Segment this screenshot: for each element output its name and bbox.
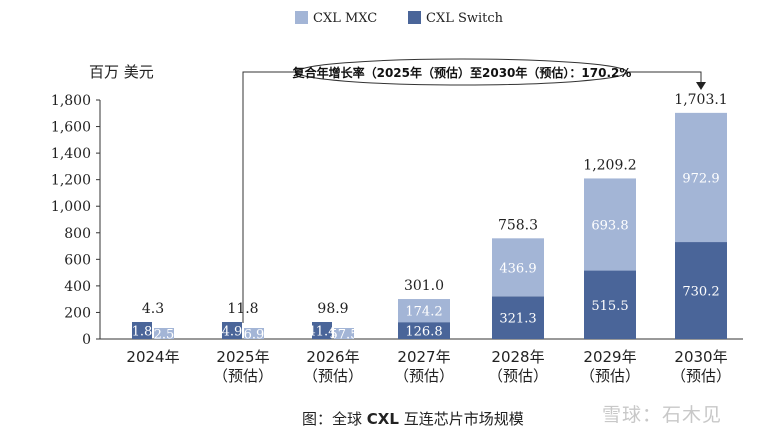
- bar-cxl-switch: [675, 242, 727, 339]
- y-tick-label: 1,400: [51, 146, 91, 162]
- data-label-cxl-mxc: 57.5: [330, 328, 359, 343]
- x-tick-label-sub: （预估）: [394, 367, 454, 385]
- total-label: 1,703.1: [674, 92, 727, 108]
- total-label: 4.3: [142, 301, 164, 317]
- x-tick-label: 2030年: [674, 348, 727, 366]
- annotation-connector-right: [626, 71, 702, 84]
- legend-swatch-cxl-mxc: [295, 11, 308, 24]
- unit-label: 百万 美元: [89, 63, 154, 81]
- bar-cxl-switch: [132, 322, 152, 339]
- legend-swatch-cxl-switch: [408, 11, 421, 24]
- data-label-cxl-switch: 4.9: [222, 325, 243, 340]
- data-label-cxl-mxc: 6.9: [244, 328, 265, 343]
- x-tick-label-sub: （预估）: [303, 367, 363, 385]
- annotation-arrowhead: [696, 82, 706, 90]
- bar-cxl-switch: [398, 322, 450, 339]
- data-label-cxl-mxc: 436.9: [499, 261, 536, 276]
- total-label: 1,209.2: [583, 157, 636, 173]
- x-tick-label: 2027年: [397, 348, 450, 366]
- data-label-cxl-switch: 1.8: [132, 325, 153, 340]
- total-label: 98.9: [317, 301, 348, 317]
- data-label-cxl-mxc: 174.2: [405, 305, 442, 320]
- annotation-ellipse: [296, 58, 628, 86]
- data-label-cxl-switch: 41.4: [308, 325, 337, 340]
- figure-caption: 图：全球 CXL 互连芯片市场规模: [302, 410, 524, 428]
- legend-label-cxl-switch: CXL Switch: [426, 11, 504, 26]
- y-tick-label: 200: [64, 305, 91, 321]
- data-label-cxl-switch: 321.3: [499, 312, 536, 327]
- bar-cxl-mxc: [334, 328, 354, 339]
- data-label-cxl-switch: 730.2: [682, 285, 719, 300]
- y-tick-label: 800: [64, 226, 91, 242]
- y-tick-label: 0: [82, 332, 91, 348]
- bar-cxl-mxc: [154, 328, 174, 339]
- x-tick-label-sub: （预估）: [213, 367, 273, 385]
- x-tick-label: 2029年: [583, 348, 636, 366]
- data-label-cxl-mxc: 2.5: [154, 328, 175, 343]
- bar-cxl-mxc: [244, 328, 264, 339]
- bar-cxl-switch: [492, 296, 544, 339]
- bar-cxl-mxc: [492, 238, 544, 297]
- data-label-cxl-switch: 126.8: [405, 325, 442, 340]
- x-tick-label: 2026年: [306, 348, 359, 366]
- bar-cxl-mxc: [398, 299, 450, 323]
- data-label-cxl-mxc: 972.9: [682, 171, 719, 186]
- x-tick-label: 2028年: [491, 348, 544, 366]
- x-tick-label: 2025年: [216, 348, 269, 366]
- y-tick-label: 1,600: [51, 120, 91, 136]
- total-label: 301.0: [404, 278, 444, 294]
- x-tick-label-sub: （预估）: [488, 367, 548, 385]
- y-tick-label: 400: [64, 279, 91, 295]
- bar-cxl-switch: [222, 322, 242, 339]
- bar-cxl-switch: [312, 322, 332, 339]
- watermark: 雪球：石木见: [602, 404, 723, 426]
- annotation-text: 复合年增长率（2025年（预估）至2030年（预估）：170.2%: [292, 65, 632, 80]
- total-label: 758.3: [498, 217, 538, 233]
- bar-cxl-mxc: [584, 178, 636, 271]
- data-label-cxl-mxc: 693.8: [591, 218, 628, 233]
- annotation-connector-left: [242, 71, 298, 323]
- bar-cxl-mxc: [675, 112, 727, 243]
- x-tick-label-sub: （预估）: [671, 367, 731, 385]
- legend-label-cxl-mxc: CXL MXC: [313, 11, 377, 26]
- x-tick-label-sub: （预估）: [580, 367, 640, 385]
- bar-cxl-switch: [584, 270, 636, 339]
- x-tick-label: 2024年: [126, 348, 179, 366]
- y-tick-label: 1,200: [51, 173, 91, 189]
- data-label-cxl-switch: 515.5: [591, 299, 628, 314]
- y-tick-label: 1,800: [51, 93, 91, 109]
- y-tick-label: 600: [64, 252, 91, 268]
- y-tick-label: 1,000: [51, 199, 91, 215]
